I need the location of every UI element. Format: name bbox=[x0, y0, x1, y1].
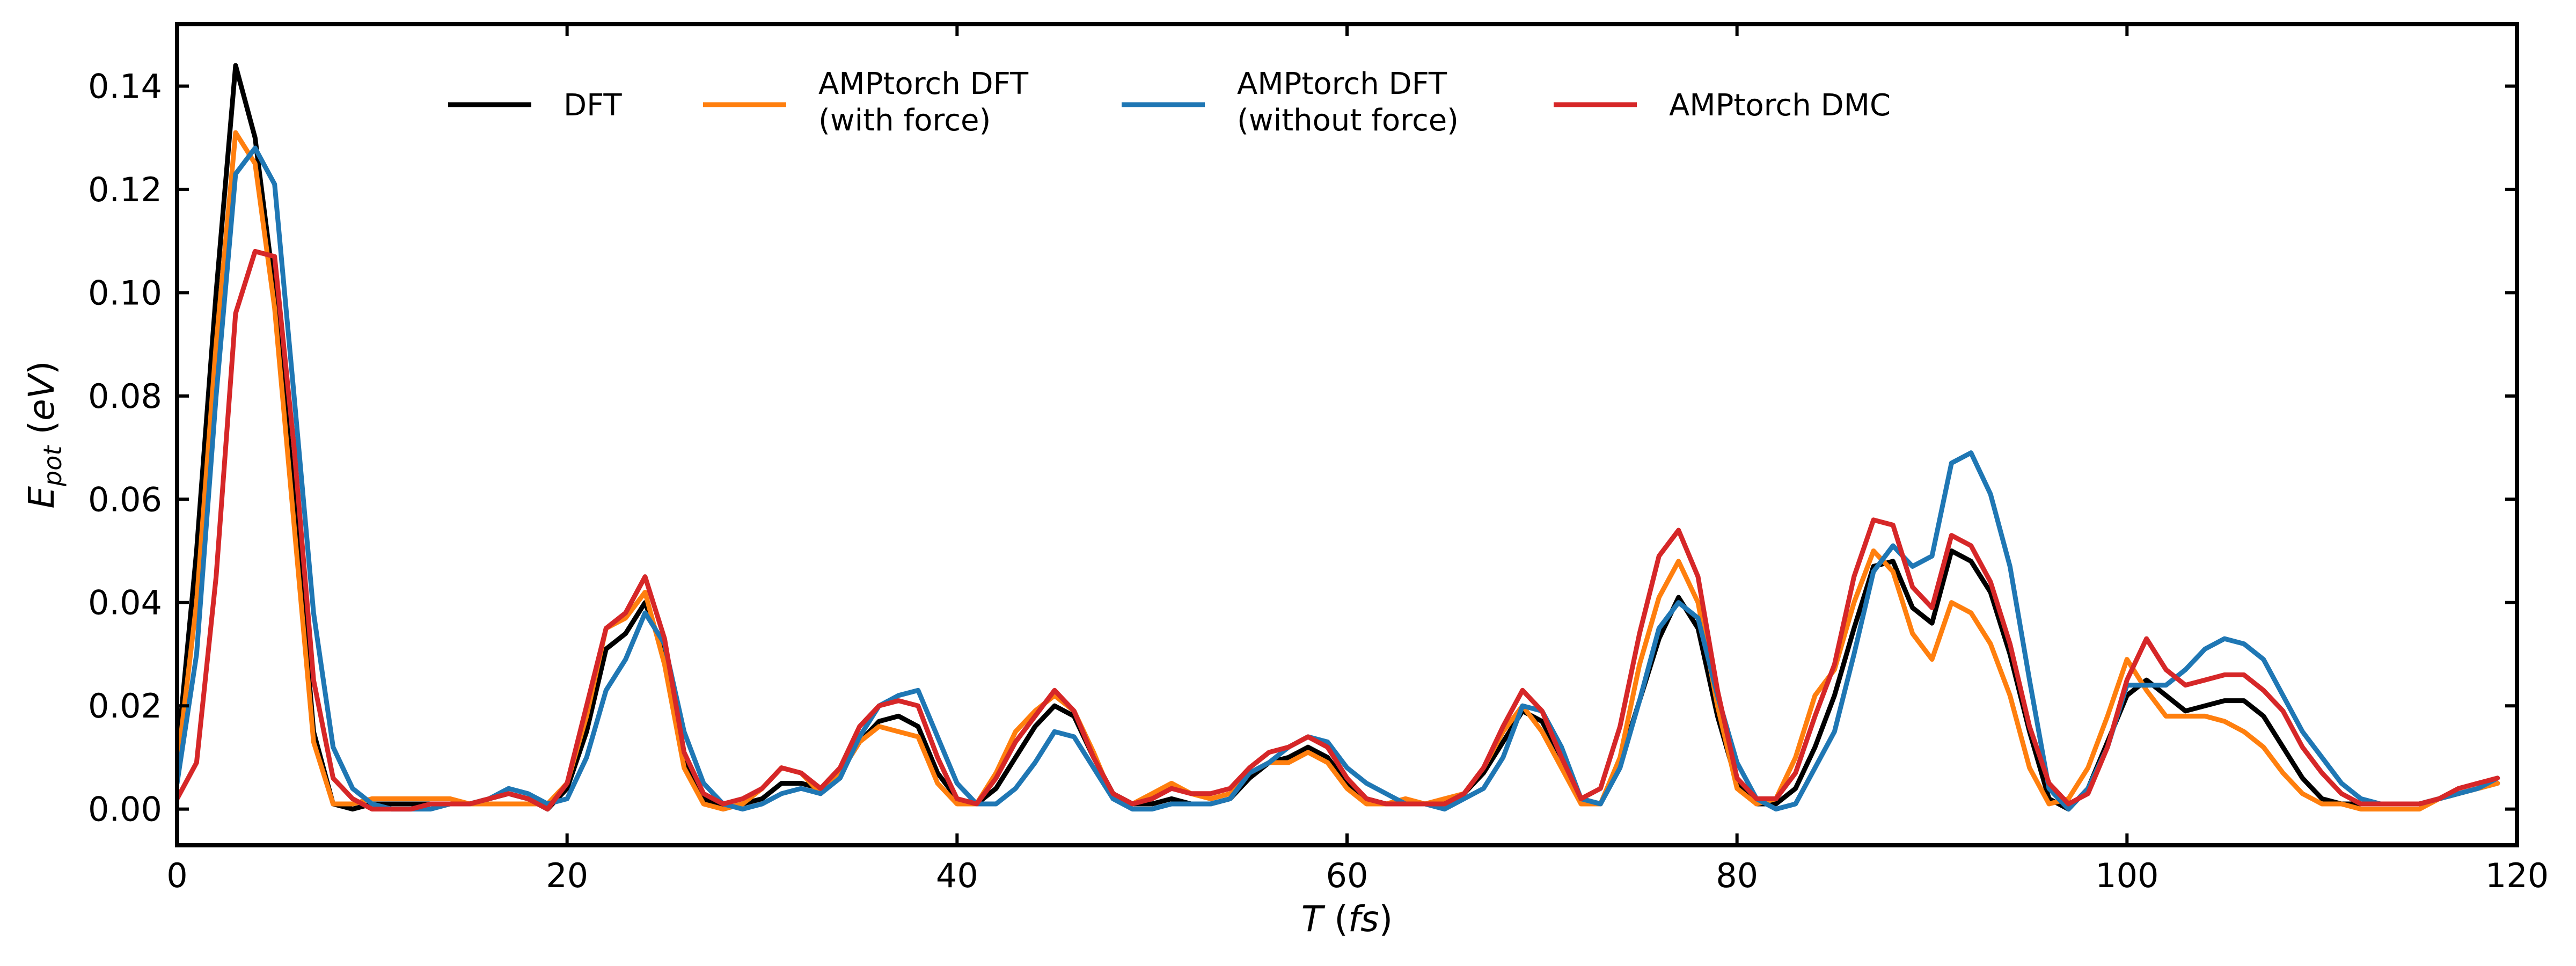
y-tick-label: 0.12 bbox=[88, 170, 162, 209]
axes-layer: 0 20 40 60 80 100 120 0.00 0.02 0.04 0.06 0.08 0.10 0… bbox=[88, 22, 2549, 895]
x-tick-label: 20 bbox=[546, 856, 588, 895]
x-axis-label: T (fs) bbox=[1301, 898, 1393, 940]
y-tick-label: 0.10 bbox=[88, 273, 162, 312]
y-axis-label-symbol: E bbox=[21, 486, 62, 509]
x-axis-label-open: ( bbox=[1323, 898, 1348, 940]
x-tick-label: 40 bbox=[936, 856, 978, 895]
y-tick-label: 0.14 bbox=[88, 67, 162, 106]
x-axis-label-close: ) bbox=[1379, 898, 1393, 940]
x-axis-label-unit: fs bbox=[1348, 898, 1379, 940]
y-tick-label: 0.06 bbox=[88, 480, 162, 519]
x-tick-label: 120 bbox=[2485, 856, 2549, 895]
legend-label-line1: AMPtorch DFT bbox=[818, 67, 1029, 101]
y-tick-label: 0.08 bbox=[88, 377, 162, 416]
legend-label-line2: (without force) bbox=[1237, 103, 1459, 138]
series-line-2 bbox=[177, 145, 2500, 812]
y-axis-label: Epot (eV) bbox=[21, 361, 67, 508]
legend-item-3: AMPtorch DMC bbox=[1554, 88, 1891, 123]
legend-label: DFT bbox=[564, 88, 622, 123]
series-layer bbox=[177, 63, 2500, 812]
legend-label-line2: (with force) bbox=[818, 103, 991, 138]
y-axis-label-subscript: pot bbox=[38, 445, 67, 487]
x-axis-label-symbol: T bbox=[1301, 898, 1326, 940]
legend-item-2: AMPtorch DFT(without force) bbox=[1122, 67, 1459, 138]
series-line-3 bbox=[177, 248, 2500, 812]
legend-item-1: AMPtorch DFT(with force) bbox=[703, 67, 1029, 138]
plot-frame bbox=[175, 22, 2519, 847]
y-tick-label: 0.02 bbox=[88, 686, 162, 726]
y-tick-label: 0.04 bbox=[88, 583, 162, 623]
y-axis-label-open: ( bbox=[21, 421, 62, 446]
x-tick-label: 80 bbox=[1716, 856, 1758, 895]
legend-label-line1: AMPtorch DFT bbox=[1237, 67, 1447, 101]
legend-label: AMPtorch DMC bbox=[1669, 88, 1891, 123]
y-axis-label-unit: eV bbox=[21, 372, 62, 421]
x-tick-label: 0 bbox=[166, 856, 187, 895]
y-tick-label: 0.00 bbox=[88, 790, 162, 829]
series-line-1 bbox=[177, 130, 2500, 812]
x-tick-label: 60 bbox=[1326, 856, 1368, 895]
y-axis-label-close: ) bbox=[21, 361, 62, 375]
x-tick-label: 100 bbox=[2095, 856, 2158, 895]
legend-item-0: DFT bbox=[448, 88, 622, 123]
